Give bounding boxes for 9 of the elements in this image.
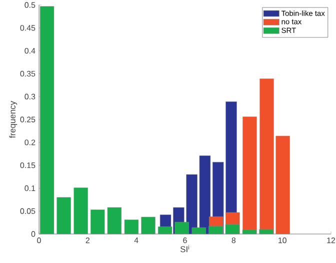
- bar: [74, 188, 88, 234]
- bar: [107, 207, 122, 234]
- bar: [90, 210, 105, 234]
- bar: [56, 197, 71, 234]
- bar: [124, 220, 139, 234]
- bar: [141, 216, 156, 234]
- bar: [242, 116, 257, 234]
- x-axis-title: SI$^{i}$: [180, 245, 190, 252]
- y-axis-title: frequency: [9, 100, 18, 138]
